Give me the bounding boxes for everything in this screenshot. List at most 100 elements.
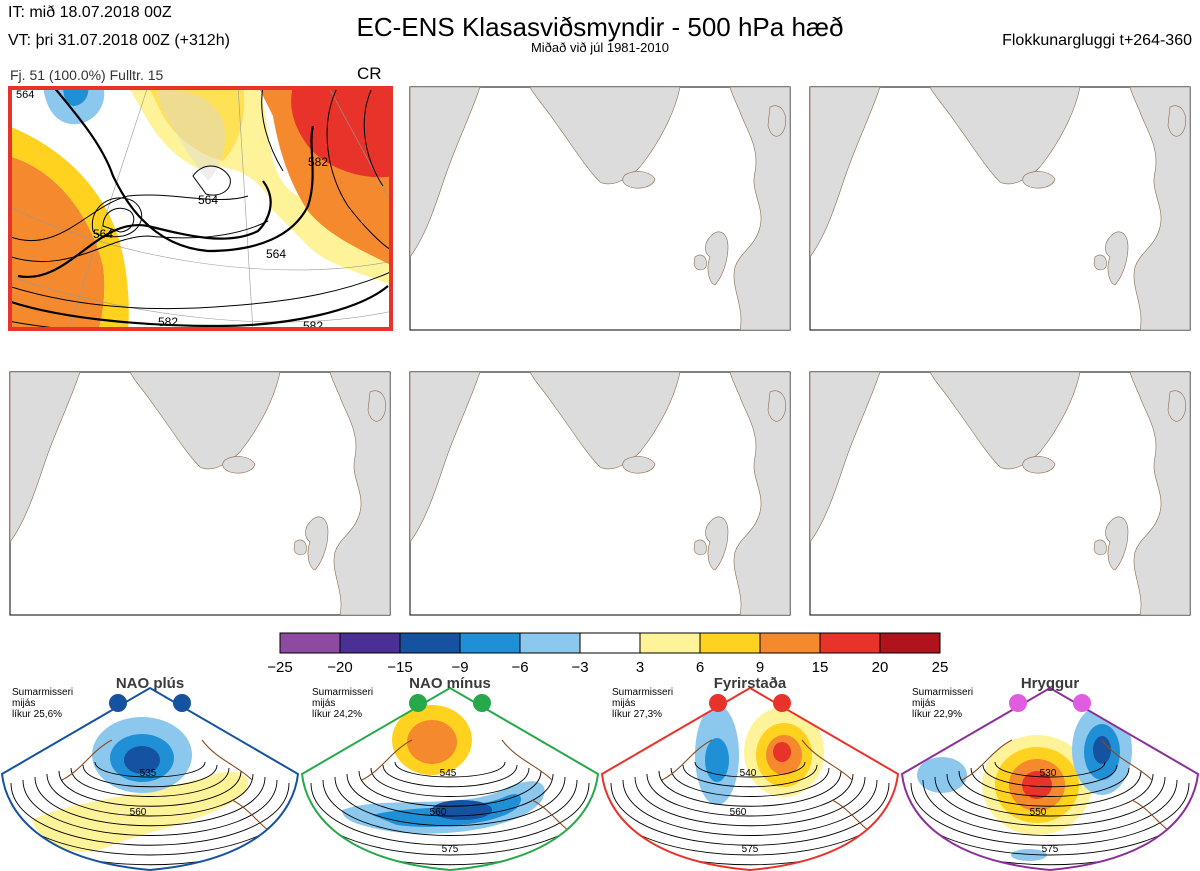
colorbar-swatch	[519, 632, 581, 654]
land-ireland	[693, 539, 707, 556]
land-canada	[410, 372, 481, 543]
height-contour	[946, 773, 1154, 817]
colorbar-swatch	[819, 632, 881, 654]
colorbar-swatch	[459, 632, 521, 654]
cluster-info: Fj. 51 (100.0%) Fulltr. 15	[10, 67, 164, 83]
regime-note: mijás	[312, 698, 335, 709]
regime-season: Sumarmisseri	[312, 687, 373, 698]
colorbar-swatch	[279, 632, 341, 654]
land-canada	[810, 372, 881, 543]
anomaly-negative	[917, 757, 967, 793]
height-contour	[370, 767, 530, 797]
land-ireland	[693, 254, 707, 271]
height-contour	[610, 782, 890, 846]
cluster-map-4	[9, 371, 391, 616]
colorbar-tick-label: −3	[571, 659, 588, 675]
regime-note: mijás	[912, 698, 935, 709]
initial-time: IT: mið 18.07.2018 00Z	[8, 4, 172, 21]
height-contour	[310, 782, 590, 846]
active-cluster-frame	[8, 86, 393, 331]
land-ireland	[1093, 254, 1107, 271]
height-contour	[94, 761, 206, 778]
contour-label: 564	[93, 227, 113, 241]
land-svalbard	[767, 105, 786, 137]
height-contour	[394, 761, 506, 778]
land-svalbard	[1167, 105, 1186, 137]
contour-label: 582	[308, 155, 328, 169]
height-contour	[622, 779, 878, 836]
height-contour	[646, 773, 854, 817]
contour-582b	[8, 285, 389, 328]
anomaly-yellow-north	[148, 86, 245, 161]
height-contour	[358, 770, 542, 807]
land-greenland	[929, 87, 1081, 185]
height-contour	[670, 767, 830, 797]
page-subtitle: Miðað við júl 1981-2010	[530, 40, 670, 55]
height-contour	[82, 764, 218, 788]
regime-contour-label: 540	[740, 768, 757, 779]
contour-label: 564	[266, 247, 286, 261]
regime-frame	[300, 686, 600, 871]
land-iceland	[622, 171, 656, 189]
height-contour	[658, 770, 842, 807]
land-scandinavia-europe	[329, 372, 390, 615]
regime-season: Sumarmisseri	[612, 687, 673, 698]
colorbar-tick-label: −6	[511, 659, 528, 675]
anomaly-positive-core	[773, 742, 791, 762]
land-britain	[305, 516, 329, 571]
land-iceland	[622, 456, 656, 474]
land-iceland	[1022, 171, 1056, 189]
cluster-map-3	[809, 86, 1191, 331]
regime-contour-label: 550	[1030, 807, 1047, 818]
regime-marker-dot	[173, 694, 191, 712]
contour-label: 564	[198, 193, 218, 207]
regime-note: mijás	[612, 698, 635, 709]
land-ireland	[293, 539, 307, 556]
land-scandinavia-europe	[729, 87, 790, 330]
regime-probability: líkur 25,6%	[12, 709, 62, 720]
regime-marker-dot	[409, 694, 427, 712]
height-contour	[46, 773, 254, 817]
empty-cluster-maps	[9, 86, 1191, 616]
colorbar-tick-label: −20	[327, 659, 352, 675]
anomaly-negative-core	[124, 746, 160, 774]
regime-contour-label: 560	[730, 807, 747, 818]
land-canada	[410, 87, 481, 258]
land-iceland	[222, 456, 256, 474]
regime-title: NAO mínus	[409, 675, 491, 692]
height-contour	[910, 782, 1190, 846]
land-greenland	[129, 372, 281, 470]
anomaly-lightyellow-mid	[172, 166, 271, 256]
height-contour	[22, 779, 278, 836]
height-contour	[10, 782, 290, 846]
regime-contour-label: 575	[1042, 844, 1059, 855]
height-contour	[58, 770, 242, 807]
colorbar-swatch	[879, 632, 941, 654]
height-contours	[8, 86, 393, 331]
land-britain	[705, 231, 729, 286]
land-britain	[1105, 516, 1129, 571]
regime-contour-label: 545	[440, 768, 457, 779]
regime-season: Sumarmisseri	[912, 687, 973, 698]
height-contour	[994, 761, 1106, 778]
regime-probability: líkur 27,3%	[612, 709, 662, 720]
height-contour	[346, 773, 554, 817]
colorbar-swatch	[699, 632, 761, 654]
regime-contour-label: 560	[430, 807, 447, 818]
regime-marker-dot	[109, 694, 127, 712]
regime-marker-dot	[473, 694, 491, 712]
colorbar-tick-label: 6	[696, 659, 704, 675]
regime-frame	[600, 686, 900, 871]
colorbar-tick-label: −25	[267, 659, 292, 675]
colorbar-tick-label: 15	[812, 659, 829, 675]
land-iceland	[1022, 456, 1056, 474]
colorbar-tick-label: −9	[451, 659, 468, 675]
regime-probability: líkur 22,9%	[912, 709, 962, 720]
anomaly-blue-core	[63, 86, 89, 106]
anomaly-negative	[1011, 849, 1047, 861]
land-greenland	[529, 87, 681, 185]
colorbar-tick-label: −15	[387, 659, 412, 675]
regime-marker-dot	[773, 694, 791, 712]
